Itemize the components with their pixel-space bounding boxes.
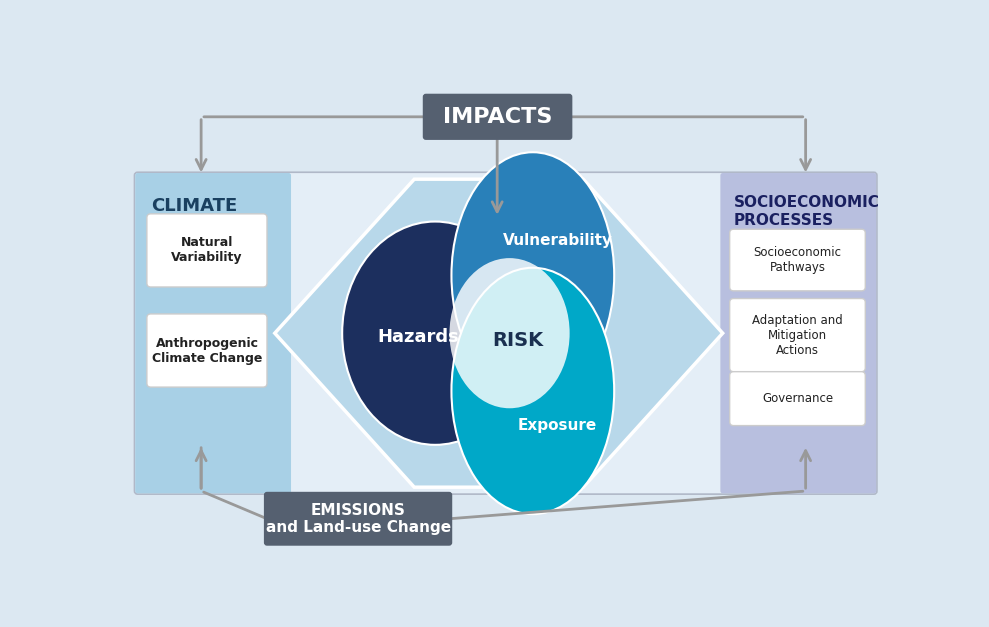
Text: Hazards: Hazards: [377, 328, 459, 346]
FancyBboxPatch shape: [720, 173, 876, 493]
Text: IMPACTS: IMPACTS: [443, 107, 552, 127]
Text: Socioeconomic
Pathways: Socioeconomic Pathways: [754, 246, 842, 274]
Polygon shape: [275, 179, 723, 487]
Ellipse shape: [450, 258, 570, 408]
Text: Exposure: Exposure: [518, 418, 597, 433]
Ellipse shape: [451, 268, 614, 514]
Text: Governance: Governance: [762, 392, 833, 405]
FancyBboxPatch shape: [730, 229, 865, 291]
FancyBboxPatch shape: [135, 173, 291, 493]
FancyBboxPatch shape: [730, 372, 865, 426]
Text: CLIMATE: CLIMATE: [150, 197, 237, 215]
Text: SOCIOECONOMIC
PROCESSES: SOCIOECONOMIC PROCESSES: [734, 194, 879, 228]
Text: Adaptation and
Mitigation
Actions: Adaptation and Mitigation Actions: [752, 314, 843, 357]
FancyBboxPatch shape: [264, 492, 452, 545]
FancyBboxPatch shape: [422, 93, 573, 140]
Text: Natural
Variability: Natural Variability: [171, 236, 242, 265]
FancyBboxPatch shape: [135, 172, 877, 494]
Text: Anthropogenic
Climate Change: Anthropogenic Climate Change: [151, 337, 262, 364]
Ellipse shape: [451, 152, 614, 399]
FancyBboxPatch shape: [147, 214, 267, 287]
FancyBboxPatch shape: [730, 298, 865, 372]
Ellipse shape: [342, 221, 528, 445]
Text: Vulnerability: Vulnerability: [502, 233, 612, 248]
Text: RISK: RISK: [492, 332, 543, 350]
FancyBboxPatch shape: [147, 314, 267, 387]
Text: EMISSIONS
and Land-use Change: EMISSIONS and Land-use Change: [265, 503, 451, 535]
